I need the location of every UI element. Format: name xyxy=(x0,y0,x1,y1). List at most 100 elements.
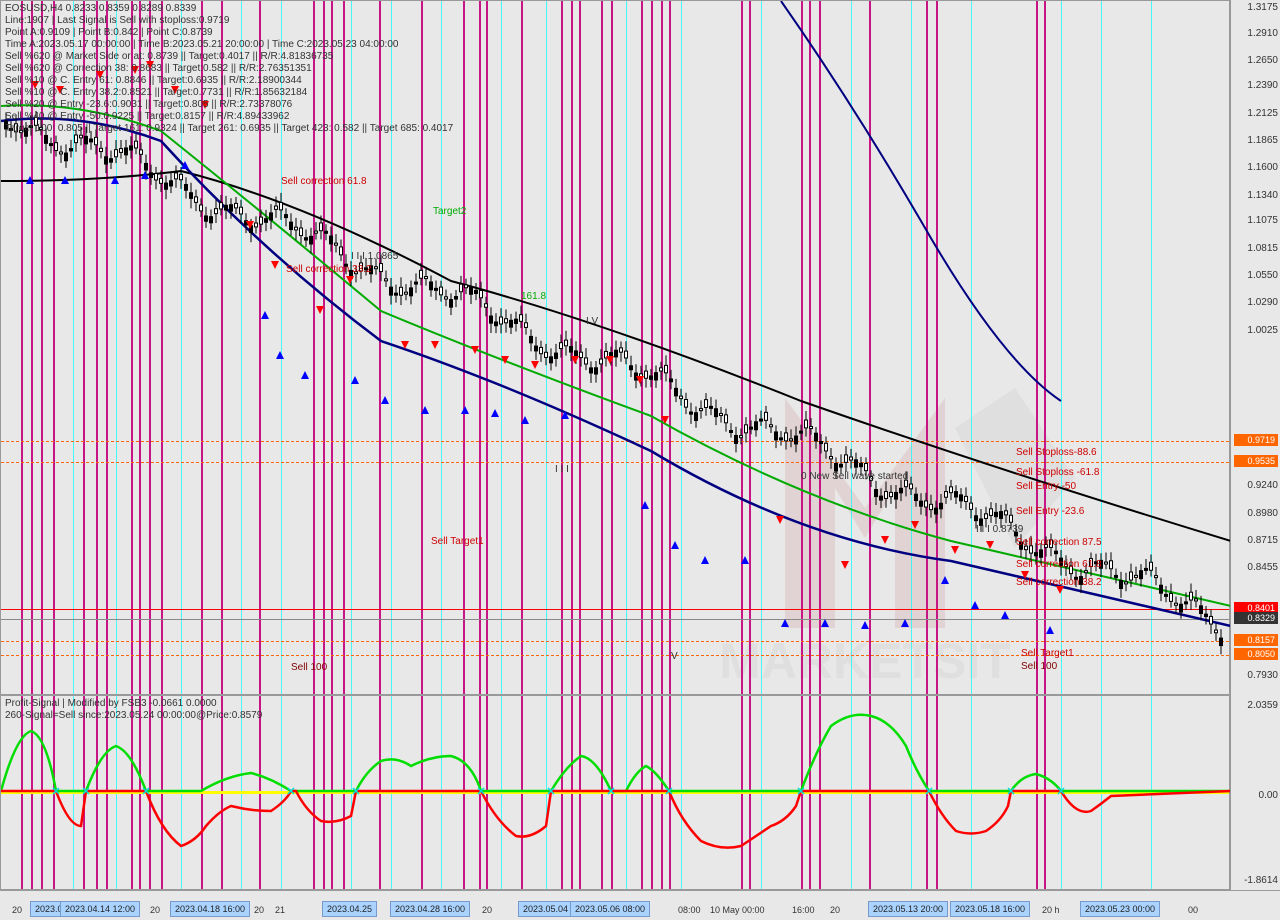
indicator-info-1: Profit-Signal | Modified by FSB3 -0.0661… xyxy=(5,698,217,709)
arrow-down-icon xyxy=(346,276,354,284)
horiz-price-line xyxy=(1,609,1229,610)
indicator-zero-line xyxy=(1,791,1229,794)
x-axis: 2023.042023.04.14 12:002023.04.18 16:002… xyxy=(0,890,1280,920)
vert-line-magenta xyxy=(661,1,663,694)
y-tick-indicator: -1.8614 xyxy=(1232,875,1278,886)
x-tick-box: 2023.05.13 20:00 xyxy=(868,901,948,917)
indicator-info-2: 260-Signal=Sell since:2023.05.24 00:00:0… xyxy=(5,710,262,721)
x-tick-box: 2023.05.23 00:00 xyxy=(1080,901,1160,917)
arrow-down-icon xyxy=(636,376,644,384)
anno-iii: I I I xyxy=(555,464,569,475)
arrow-up-icon xyxy=(1046,626,1054,634)
arrow-down-icon xyxy=(316,306,324,314)
arrow-down-icon xyxy=(911,521,919,529)
vert-line-magenta xyxy=(611,1,613,694)
vert-line-cyan xyxy=(626,1,627,694)
vert-line-magenta xyxy=(479,1,481,694)
vert-line-cyan xyxy=(1151,1,1152,694)
horiz-price-line xyxy=(1,641,1229,642)
arrow-up-icon xyxy=(941,576,949,584)
vert-line-cyan xyxy=(441,1,442,694)
x-tick: 20 h xyxy=(1042,905,1060,915)
info-line2: Point A:0.9109 | Point B:0.842 | Point C… xyxy=(5,27,213,38)
x-tick-box: 2023.05.04 xyxy=(518,901,573,917)
anno-target2: Target2 xyxy=(433,206,466,217)
arrow-up-icon xyxy=(491,409,499,417)
arrow-up-icon xyxy=(741,556,749,564)
vert-line-magenta xyxy=(421,1,423,694)
price-marker: 0.9535 xyxy=(1234,455,1278,467)
vert-line-magenta xyxy=(379,1,381,694)
arrow-down-icon xyxy=(606,356,614,364)
vert-line-magenta xyxy=(869,1,871,694)
arrow-down-icon xyxy=(571,356,579,364)
anno-stoploss-618: Sell Stoploss -61.8 xyxy=(1016,467,1099,478)
arrow-down-icon xyxy=(881,536,889,544)
anno-sell-100-r: Sell 100 xyxy=(1021,661,1057,672)
chart-container: MARKETSIT xyxy=(0,0,1280,920)
anno-entry-50: Sell Entry -50 xyxy=(1016,481,1076,492)
y-axis-main: 1.31751.29101.26501.23901.21251.18651.16… xyxy=(1230,0,1280,695)
arrow-down-icon xyxy=(951,546,959,554)
anno-iii-1086: I I I 1.0865 xyxy=(351,251,398,262)
anno-iii-08739: I I I 0.8739 xyxy=(976,524,1023,535)
arrow-up-icon xyxy=(61,176,69,184)
vert-line-cyan xyxy=(851,1,852,694)
arrow-up-icon xyxy=(521,416,529,424)
horiz-price-line xyxy=(1,441,1229,442)
indicator-chart[interactable]: Profit-Signal | Modified by FSB3 -0.0661… xyxy=(0,695,1230,890)
arrow-up-icon xyxy=(671,541,679,549)
x-tick: 10 May 00:00 xyxy=(710,905,765,915)
x-tick: 20 xyxy=(482,905,492,915)
info-line9: Sell %40 @ Entry -50:0.9225 || Target:0.… xyxy=(5,111,289,122)
arrow-down-icon xyxy=(841,561,849,569)
vert-line-cyan xyxy=(971,1,972,694)
arrow-down-icon xyxy=(661,416,669,424)
y-tick: 1.0815 xyxy=(1232,243,1278,254)
arrow-up-icon xyxy=(26,176,34,184)
anno-iv: I V xyxy=(586,316,598,327)
vert-line-magenta xyxy=(801,1,803,694)
arrow-up-icon xyxy=(781,619,789,627)
anno-sell-corr-332: Sell correction 33.2 xyxy=(286,264,372,275)
vert-line-magenta xyxy=(601,1,603,694)
x-tick-box: 2023.04.18 16:00 xyxy=(170,901,250,917)
anno-1618: 161.8 xyxy=(521,291,546,302)
x-tick-box: 2023.04.25 xyxy=(322,901,377,917)
arrow-down-icon xyxy=(431,341,439,349)
x-tick-box: 2023.05.06 08:00 xyxy=(570,901,650,917)
vert-line-magenta xyxy=(819,1,821,694)
info-line1: Line:1907 | Last Signal is Sell with sto… xyxy=(5,15,229,26)
vert-line-magenta xyxy=(741,1,743,694)
y-tick: 1.2125 xyxy=(1232,108,1278,119)
arrow-up-icon xyxy=(301,371,309,379)
anno-stoploss-886: Sell Stoploss-88.6 xyxy=(1016,447,1097,458)
anno-corr-382: Sell correction 38.2 xyxy=(1016,577,1102,588)
anno-corr-875: Sell correction 87.5 xyxy=(1016,537,1102,548)
arrow-down-icon xyxy=(501,356,509,364)
info-line7: Sell %10 @ C. Entry 38.2:0.8521 || Targe… xyxy=(5,87,307,98)
info-line6: Sell %10 @ C. Entry 61: 0.8846 || Target… xyxy=(5,75,302,86)
main-price-chart[interactable]: MARKETSIT xyxy=(0,0,1230,695)
vert-line-magenta xyxy=(809,1,811,694)
vert-line-cyan xyxy=(1101,1,1102,694)
price-marker: 0.8329 xyxy=(1234,612,1278,624)
vert-line-cyan xyxy=(761,1,762,694)
arrow-down-icon xyxy=(471,346,479,354)
y-tick: 0.9240 xyxy=(1232,480,1278,491)
vert-line-cyan xyxy=(911,1,912,694)
arrow-up-icon xyxy=(381,396,389,404)
info-line10: Target 100: 0.805 || Target 161: 0.9324 … xyxy=(5,123,453,134)
price-marker: 0.9719 xyxy=(1234,434,1278,446)
info-line5: Sell %620 @ Correction 38: 0.8683 || Tar… xyxy=(5,63,312,74)
vert-line-magenta xyxy=(521,1,523,694)
vert-line-magenta xyxy=(561,1,563,694)
arrow-up-icon xyxy=(461,406,469,414)
vert-line-magenta xyxy=(323,1,325,694)
arrow-up-icon xyxy=(971,601,979,609)
arrow-down-icon xyxy=(271,261,279,269)
arrow-up-icon xyxy=(901,619,909,627)
y-tick: 1.1865 xyxy=(1232,135,1278,146)
info-line3: Time A:2023.05.17 00:00:00 | Time B:2023… xyxy=(5,39,398,50)
anno-sell-corr-618: Sell correction 61.8 xyxy=(281,176,367,187)
